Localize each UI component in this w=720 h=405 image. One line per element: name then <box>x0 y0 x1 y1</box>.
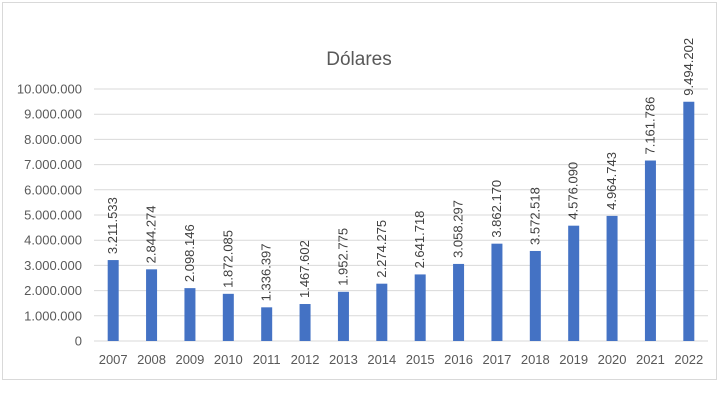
x-tick-label: 2021 <box>636 352 665 367</box>
x-tick-label: 2007 <box>99 352 128 367</box>
bar-2014 <box>376 283 388 341</box>
chart-frame: Dólares 0 1.000.000 2.000.000 3.000.000 4.00… <box>2 2 717 380</box>
bar-2019 <box>568 225 580 341</box>
x-tick-label: 2013 <box>329 352 358 367</box>
y-tick-label: 3.000.000 <box>24 258 82 273</box>
data-label-2017: 3.862.170 <box>489 180 504 238</box>
x-tick-label: 2009 <box>175 352 204 367</box>
x-tick-label: 2019 <box>559 352 588 367</box>
bar-2016 <box>453 263 465 341</box>
bar-2021 <box>644 160 656 341</box>
data-label-2018: 3.572.518 <box>527 187 542 245</box>
data-label-2007: 3.211.533 <box>105 197 120 254</box>
x-tick-label: 2014 <box>367 352 396 367</box>
y-tick-label: 2.000.000 <box>24 283 82 298</box>
data-label-2015: 2.641.718 <box>412 211 427 269</box>
data-label-2008: 2.844.274 <box>144 205 159 263</box>
data-label-2022: 9.494.202 <box>681 38 696 96</box>
y-tick-label: 9.000.000 <box>24 107 82 122</box>
bar-2010 <box>222 293 234 341</box>
bar-2012 <box>299 304 311 341</box>
y-tick-label: 5.000.000 <box>24 208 82 223</box>
data-label-2016: 3.058.297 <box>451 200 466 258</box>
x-tick-label: 2012 <box>291 352 320 367</box>
bar-2020 <box>606 215 618 341</box>
x-tick-label: 2018 <box>521 352 550 367</box>
data-label-2021: 7.161.786 <box>642 97 657 155</box>
data-label-2013: 1.952.775 <box>335 228 350 286</box>
chart-title: Dólares <box>326 49 391 70</box>
data-labels: 3.211.533 2.844.274 2.098.146 1.872.085 1.33… <box>105 38 696 301</box>
data-label-2012: 1.467.602 <box>297 240 312 298</box>
y-tick-label: 7.000.000 <box>24 157 82 172</box>
y-tick-label: 1.000.000 <box>24 308 82 323</box>
y-tick-label: 4.000.000 <box>24 233 82 248</box>
data-label-2011: 1.336.397 <box>259 243 274 301</box>
bar-2009 <box>184 288 196 341</box>
x-tick-label: 2016 <box>444 352 473 367</box>
data-label-2009: 2.098.146 <box>182 224 197 282</box>
x-tick-label: 2022 <box>674 352 703 367</box>
bar-2018 <box>529 250 541 341</box>
x-tick-label: 2020 <box>598 352 627 367</box>
data-label-2020: 4.964.743 <box>604 152 619 210</box>
gridlines <box>94 88 708 342</box>
bar-2008 <box>146 269 158 341</box>
data-label-2014: 2.274.275 <box>374 220 389 278</box>
y-tick-label: 10.000.000 <box>17 82 82 97</box>
y-tick-label: 8.000.000 <box>24 132 82 147</box>
bar-2017 <box>491 243 503 341</box>
data-label-2010: 1.872.085 <box>220 230 235 288</box>
y-tick-label: 0 <box>75 334 82 349</box>
bar-2015 <box>414 274 426 341</box>
x-axis: 2007 2008 2009 2010 2011 2012 2013 2014 2015 2016… <box>99 352 704 367</box>
bar-2007 <box>107 260 119 341</box>
y-tick-label: 6.000.000 <box>24 182 82 197</box>
x-tick-label: 2017 <box>482 352 511 367</box>
x-tick-label: 2010 <box>214 352 243 367</box>
bar-2013 <box>337 291 349 341</box>
x-tick-label: 2011 <box>253 352 281 367</box>
bar-chart: Dólares 0 1.000.000 2.000.000 3.000.000 4.00… <box>17 38 708 367</box>
y-axis: 0 1.000.000 2.000.000 3.000.000 4.000.000 5.0… <box>17 82 82 349</box>
data-label-2019: 4.576.090 <box>566 162 581 220</box>
bars <box>107 101 695 341</box>
bar-2022 <box>683 101 695 341</box>
x-tick-label: 2008 <box>137 352 166 367</box>
bar-2011 <box>261 307 273 341</box>
x-tick-label: 2015 <box>406 352 435 367</box>
